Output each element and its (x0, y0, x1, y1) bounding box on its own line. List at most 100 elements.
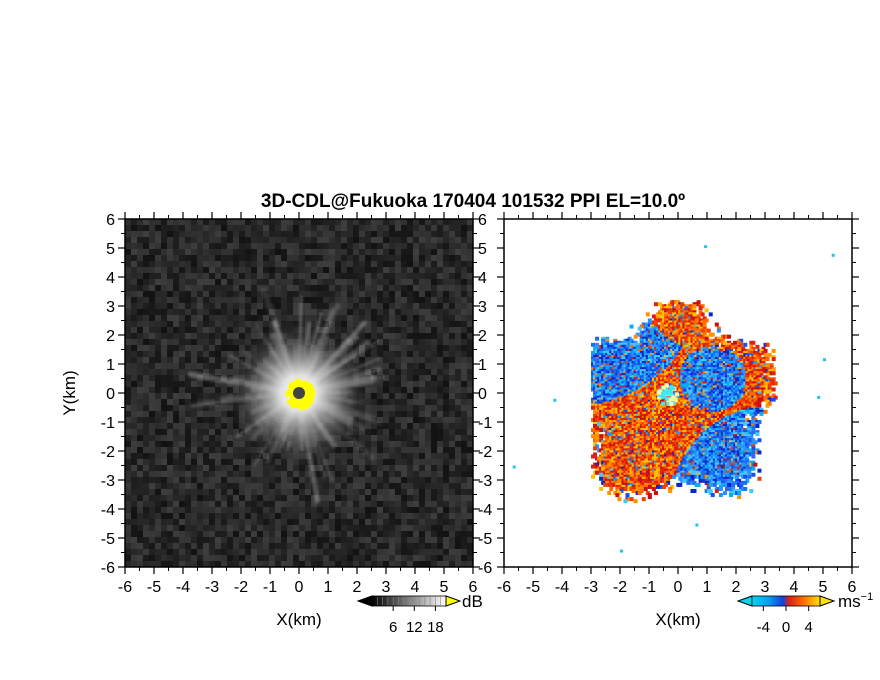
snr-noise-cell (323, 225, 329, 231)
velocity-pixel (696, 359, 701, 364)
snr-noise-cell (299, 513, 305, 519)
snr-noise-cell (215, 441, 221, 447)
snr-noise-cell (425, 435, 431, 441)
snr-noise-cell (293, 471, 299, 477)
snr-noise-cell (449, 507, 455, 513)
snr-colorbar-under-arrow (356, 595, 373, 607)
velocity-pixel (737, 357, 742, 362)
snr-noise-cell (335, 477, 341, 483)
velocity-pixel (676, 346, 681, 351)
snr-noise-cell (131, 351, 137, 357)
velocity-pixel (749, 359, 754, 364)
velocity-pixel (688, 344, 693, 349)
velocity-pixel (637, 361, 642, 366)
snr-noise-cell (215, 561, 221, 567)
snr-noise-cell (461, 303, 467, 309)
velocity-pixel (688, 312, 693, 317)
snr-noise-cell (191, 321, 197, 327)
snr-noise-cell (173, 393, 179, 399)
snr-noise-cell (425, 381, 431, 387)
velocity-pixel (660, 314, 665, 319)
velocity-pixel (674, 330, 679, 335)
snr-noise-cell (443, 525, 449, 531)
snr-noise-cell (395, 369, 401, 375)
snr-noise-cell (203, 339, 209, 345)
snr-noise-cell (449, 393, 455, 399)
velocity-pixel (739, 355, 744, 360)
snr-noise-cell (155, 279, 161, 285)
snr-noise-cell (467, 525, 473, 531)
velocity-pixel (664, 344, 669, 349)
velocity-pixel (613, 340, 618, 345)
snr-noise-cell (419, 561, 425, 567)
velocity-pixel (722, 342, 727, 347)
velocity-pixel (680, 326, 685, 331)
snr-noise-cell (443, 381, 449, 387)
velocity-pixel (625, 350, 630, 355)
snr-noise-cell (167, 459, 173, 465)
snr-noise-cell (275, 477, 281, 483)
snr-noise-cell (227, 435, 233, 441)
velocity-pixel (692, 359, 697, 364)
velocity-pixel (609, 352, 614, 357)
snr-noise-cell (449, 405, 455, 411)
snr-noise-cell (209, 531, 215, 537)
velocity-pixel (605, 340, 610, 345)
snr-noise-cell (251, 303, 257, 309)
velocity-pixel (694, 338, 699, 343)
snr-core-pixel (304, 382, 308, 386)
snr-noise-cell (335, 291, 341, 297)
velocity-pixel (684, 320, 689, 325)
snr-noise-cell (167, 561, 173, 567)
snr-noise-cell (185, 513, 191, 519)
snr-noise-cell (155, 483, 161, 489)
snr-core-pixel (297, 381, 301, 386)
snr-noise-cell (245, 321, 251, 327)
snr-noise-cell (131, 459, 137, 465)
velocity-pixel (657, 355, 662, 360)
velocity-pixel (662, 324, 667, 329)
x-tick-label: 0 (295, 579, 304, 596)
snr-noise-cell (449, 321, 455, 327)
snr-core-pixel (305, 403, 311, 407)
snr-noise-cell (461, 369, 467, 375)
snr-noise-cell (443, 369, 449, 375)
snr-noise-cell (395, 519, 401, 525)
snr-noise-cell (353, 225, 359, 231)
velocity-pixel (704, 348, 709, 353)
snr-noise-cell (203, 501, 209, 507)
velocity-pixel (682, 318, 687, 323)
snr-noise-cell (245, 267, 251, 273)
snr-noise-cell (437, 273, 443, 279)
snr-noise-cell (407, 537, 413, 543)
velocity-pixel (696, 338, 701, 343)
velocity-pixel (743, 359, 748, 364)
velocity-pixel (660, 320, 665, 325)
snr-noise-cell (149, 513, 155, 519)
snr-noise-cell (425, 441, 431, 447)
velocity-pixel (615, 344, 620, 349)
snr-noise-cell (269, 471, 275, 477)
snr-noise-cell (149, 441, 155, 447)
snr-noise-cell (287, 549, 293, 555)
snr-noise-cell (191, 435, 197, 441)
velocity-pixel (680, 322, 685, 327)
velocity-pixel (625, 361, 630, 366)
snr-noise-cell (155, 465, 161, 471)
snr-noise-cell (203, 507, 209, 513)
snr-noise-cell (143, 471, 149, 477)
snr-noise-cell (167, 303, 173, 309)
velocity-pixel (743, 348, 748, 353)
snr-noise-cell (287, 471, 293, 477)
snr-noise-cell (167, 345, 173, 351)
snr-noise-cell (311, 561, 317, 567)
snr-noise-cell (293, 249, 299, 255)
velocity-pixel (727, 340, 732, 345)
snr-noise-cell (245, 483, 251, 489)
snr-noise-cell (341, 489, 347, 495)
velocity-pixel (660, 359, 665, 364)
snr-noise-cell (437, 477, 443, 483)
snr-core-pixel (285, 392, 290, 397)
snr-noise-cell (215, 411, 221, 417)
snr-noise-cell (467, 501, 473, 507)
